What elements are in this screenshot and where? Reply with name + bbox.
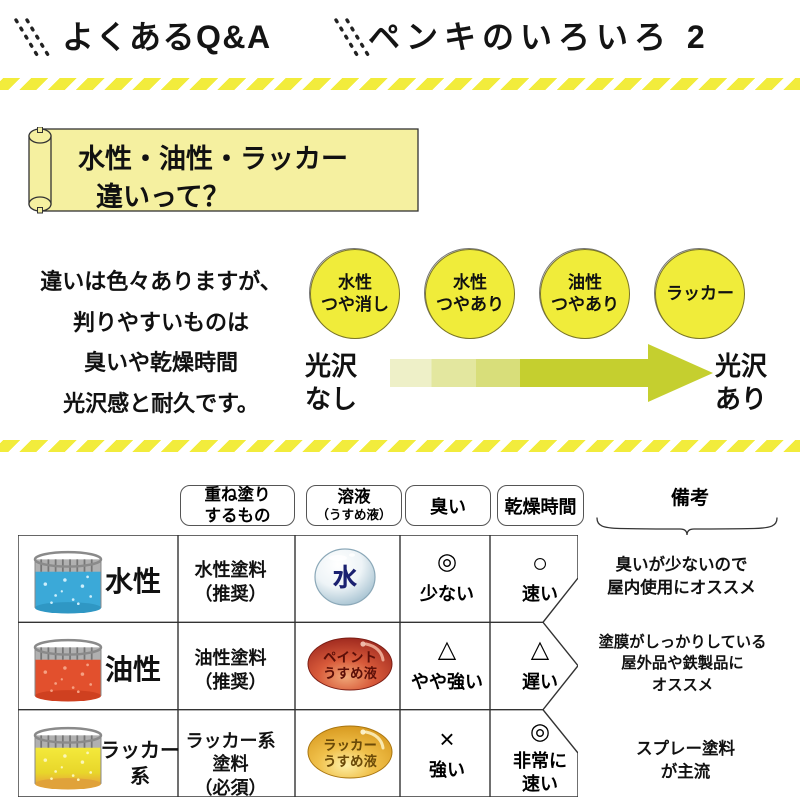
svg-text:うすめ液: うすめ液: [323, 662, 377, 682]
svg-text:うすめ液: うすめ液: [323, 750, 377, 770]
svg-text:水: 水: [332, 558, 357, 594]
